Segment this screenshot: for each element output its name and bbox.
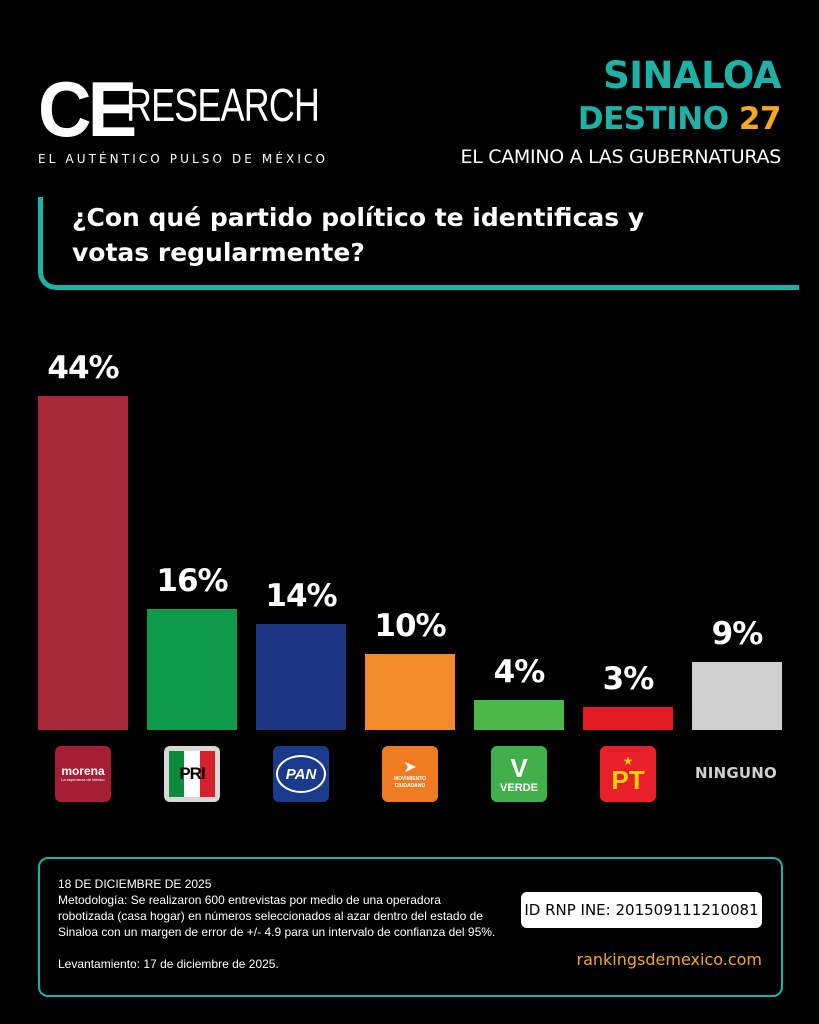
bar-value-label: 9% (711, 616, 764, 652)
morena-logo-icon: morena La esperanza de México (55, 746, 111, 802)
pri-logo-flag: PRI (169, 751, 215, 797)
pt-logo-text: PT (611, 765, 645, 795)
logo-research-text: RESEARCH (126, 79, 320, 131)
question-frame (38, 197, 799, 290)
star-icon: ★ (622, 754, 634, 768)
verde-logo-icon: V VERDE (491, 746, 547, 802)
header-subtitle: EL CAMINO A LAS GUBERNATURAS (460, 146, 782, 168)
methodology-box (38, 857, 783, 997)
ninguno-label: NINGUNO (695, 764, 777, 782)
movimiento-ciudadano-logo-icon: ➤ MOVIMIENTO CIUDADANO (382, 746, 438, 802)
logo-tagline: EL AUTÉNTICO PULSO DE MÉXICO (38, 152, 329, 166)
logo-ce-text: CE (38, 65, 137, 153)
morena-logo-text: morena (61, 764, 105, 778)
bar-value-label: 14% (265, 578, 337, 614)
verde-logo-mark: V (510, 753, 528, 783)
levantamiento-text: Levantamiento: 17 de diciembre de 2025. (58, 957, 279, 971)
eagle-icon: ➤ (403, 757, 417, 776)
bar-verde (474, 700, 564, 730)
pri-logo-text: PRI (179, 764, 205, 783)
rnp-id-badge: ID RNP INE: 201509111210081 (521, 892, 762, 928)
verde-logo-text: VERDE (500, 782, 538, 794)
bar-value-label: 4% (493, 654, 546, 690)
destino-number: 27 (738, 101, 782, 137)
website-url[interactable]: rankingsdemexico.com (576, 950, 763, 969)
bar-pan (256, 624, 346, 730)
pt-logo-icon: ★ PT (600, 746, 656, 802)
bar-movimiento-ciudadano (365, 654, 455, 730)
methodology-text: Metodología: Se realizaron 600 entrevist… (58, 893, 496, 939)
header-state: SINALOA (603, 54, 781, 97)
destino-word: DESTINO (577, 101, 729, 137)
mc-logo-line1: MOVIMIENTO (393, 776, 427, 782)
bar-pri (147, 609, 237, 730)
survey-question: ¿Con qué partido político te identificas… (72, 203, 645, 267)
survey-date: 18 DE DICIEMBRE DE 2025 (58, 877, 212, 891)
bar-ninguno (692, 662, 782, 730)
morena-logo-slogan: La esperanza de México (61, 777, 105, 782)
bar-value-label: 3% (602, 661, 655, 697)
bar-pt (583, 707, 673, 730)
mc-logo-line2: CIUDADANO (394, 783, 426, 789)
header-destino: DESTINO 27 (577, 101, 782, 137)
ce-research-logo: CE RESEARCH EL AUTÉNTICO PULSO DE MÉXICO (38, 70, 328, 170)
bar-value-label: 44% (47, 350, 119, 386)
bar-value-label: 16% (156, 563, 228, 599)
bar-value-label: 10% (374, 608, 446, 644)
pan-logo-icon: PAN (273, 746, 329, 802)
pri-logo-icon: PRI (164, 746, 220, 802)
bar-morena (38, 396, 128, 730)
pan-logo-text: PAN (276, 755, 326, 793)
